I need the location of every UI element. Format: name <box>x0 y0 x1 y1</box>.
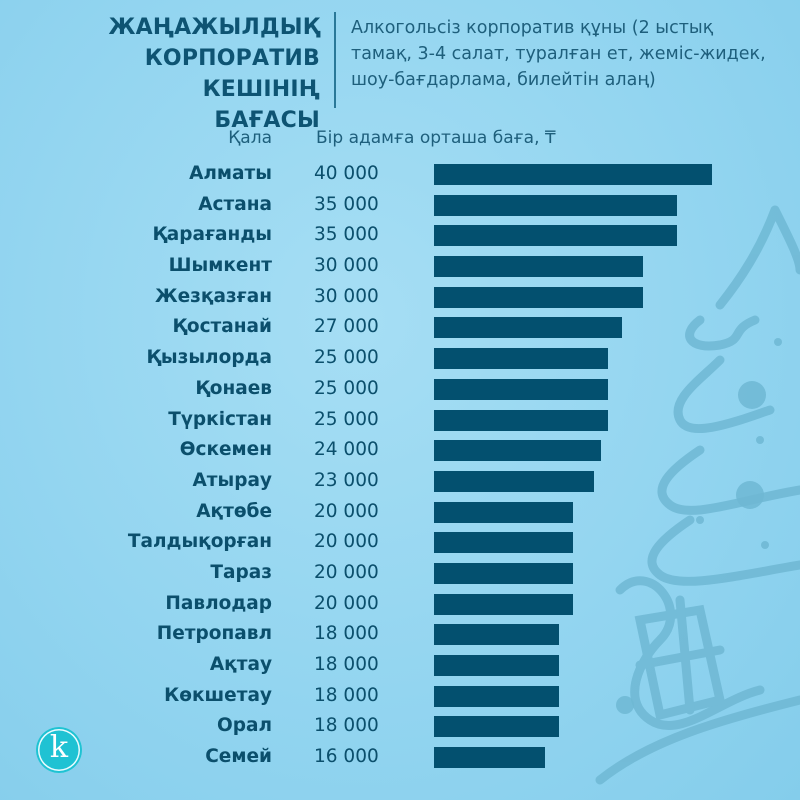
price-value: 25 000 <box>314 347 379 369</box>
chart-row: Қызылорда 25 000 <box>0 343 800 374</box>
price-value: 24 000 <box>314 439 379 461</box>
chart-row: Көкшетау 18 000 <box>0 681 800 712</box>
subtitle-line-2: тамақ, 3-4 салат, туралған ет, жеміс-жид… <box>351 44 766 64</box>
price-value: 35 000 <box>314 193 379 215</box>
price-bar <box>434 409 608 431</box>
city-label: Түркістан <box>168 408 272 430</box>
column-header-city: Қала <box>228 128 272 148</box>
chart-row: Жезқазған 30 000 <box>0 282 800 313</box>
city-label: Атырау <box>192 469 272 491</box>
city-label: Қонаев <box>195 377 272 399</box>
chart-title: ЖАҢАЖЫЛДЫҚ КОРПОРАТИВ КЕШІНІҢ БАҒАСЫ <box>40 12 320 136</box>
price-bar <box>434 378 608 400</box>
city-label: Талдықорған <box>127 531 272 553</box>
chart-subtitle: Алкогольсіз корпоратив құны (2 ыстық там… <box>351 15 791 93</box>
chart-row: Түркістан 25 000 <box>0 405 800 436</box>
chart-row: Өскемен 24 000 <box>0 435 800 466</box>
city-label: Қызылорда <box>146 347 272 369</box>
price-value: 18 000 <box>314 623 379 645</box>
header-divider <box>334 12 336 108</box>
price-bar <box>434 624 560 646</box>
title-line-2: КОРПОРАТИВ КЕШІНІҢ <box>144 46 320 102</box>
city-label: Өскемен <box>179 439 272 461</box>
city-label: Астана <box>198 193 272 215</box>
price-bar <box>434 532 573 554</box>
chart-row: Павлодар 20 000 <box>0 589 800 620</box>
subtitle-line-3: шоу-бағдарлама, билейтін алаң) <box>351 70 656 90</box>
price-bar <box>434 256 643 278</box>
city-label: Көкшетау <box>164 684 272 706</box>
title-line-3: БАҒАСЫ <box>214 108 320 133</box>
price-value: 30 000 <box>314 285 379 307</box>
chart-row: Семей 16 000 <box>0 742 800 773</box>
price-bar <box>434 225 678 247</box>
subtitle-line-1: Алкогольсіз корпоратив құны (2 ыстық <box>351 18 714 38</box>
chart-row: Ақтөбе 20 000 <box>0 497 800 528</box>
price-bar <box>434 348 608 370</box>
chart-row: Тараз 20 000 <box>0 558 800 589</box>
price-bar <box>434 440 601 462</box>
brand-logo-icon: k <box>36 727 82 773</box>
city-label: Ақтау <box>209 654 272 675</box>
chart-row: Талдықорған 20 000 <box>0 527 800 558</box>
price-value: 18 000 <box>314 684 379 706</box>
price-bar <box>434 194 678 216</box>
city-label: Алматы <box>189 163 272 184</box>
price-bar <box>434 501 573 523</box>
column-header-price: Бір адамға орташа баға, ₸ <box>316 128 556 148</box>
chart-row: Шымкент 30 000 <box>0 251 800 282</box>
price-bar <box>434 747 546 769</box>
price-value: 20 000 <box>314 561 379 583</box>
bar-chart: Алматы 40 000 Астана 35 000 Қарағанды 35 000 Ш… <box>0 159 800 773</box>
chart-row: Алматы 40 000 <box>0 159 800 190</box>
city-label: Ақтөбе <box>196 500 272 522</box>
city-label: Тараз <box>210 561 272 583</box>
city-label: Қостанай <box>172 316 272 338</box>
chart-row: Астана 35 000 <box>0 190 800 221</box>
price-bar <box>434 164 712 185</box>
title-line-1: ЖАҢАЖЫЛДЫҚ <box>108 15 320 40</box>
chart-row: Ақтау 18 000 <box>0 650 800 681</box>
price-value: 20 000 <box>314 592 379 614</box>
price-bar <box>434 655 560 676</box>
price-bar <box>434 716 560 738</box>
price-value: 25 000 <box>314 377 379 399</box>
chart-row: Атырау 23 000 <box>0 466 800 497</box>
price-value: 27 000 <box>314 316 379 338</box>
price-bar <box>434 685 560 707</box>
chart-row: Қостанай 27 000 <box>0 312 800 343</box>
price-value: 20 000 <box>314 500 379 522</box>
city-label: Орал <box>216 715 272 737</box>
price-value: 18 000 <box>314 654 379 675</box>
city-label: Павлодар <box>165 592 272 614</box>
price-value: 40 000 <box>314 163 379 184</box>
city-label: Шымкент <box>168 255 272 277</box>
price-bar <box>434 593 573 615</box>
chart-row: Қонаев 25 000 <box>0 374 800 405</box>
city-label: Петропавл <box>156 623 272 645</box>
price-value: 18 000 <box>314 715 379 737</box>
city-label: Семей <box>205 746 272 768</box>
price-bar <box>434 470 594 492</box>
price-bar <box>434 317 622 339</box>
city-label: Жезқазған <box>154 285 272 307</box>
price-value: 20 000 <box>314 531 379 553</box>
price-value: 30 000 <box>314 255 379 277</box>
chart-row: Петропавл 18 000 <box>0 619 800 650</box>
price-value: 23 000 <box>314 469 379 491</box>
price-value: 25 000 <box>314 408 379 430</box>
price-value: 35 000 <box>314 224 379 246</box>
chart-row: Орал 18 000 <box>0 711 800 742</box>
chart-row: Қарағанды 35 000 <box>0 220 800 251</box>
city-label: Қарағанды <box>152 224 272 246</box>
price-value: 16 000 <box>314 746 379 768</box>
price-bar <box>434 286 643 308</box>
price-bar <box>434 562 573 584</box>
